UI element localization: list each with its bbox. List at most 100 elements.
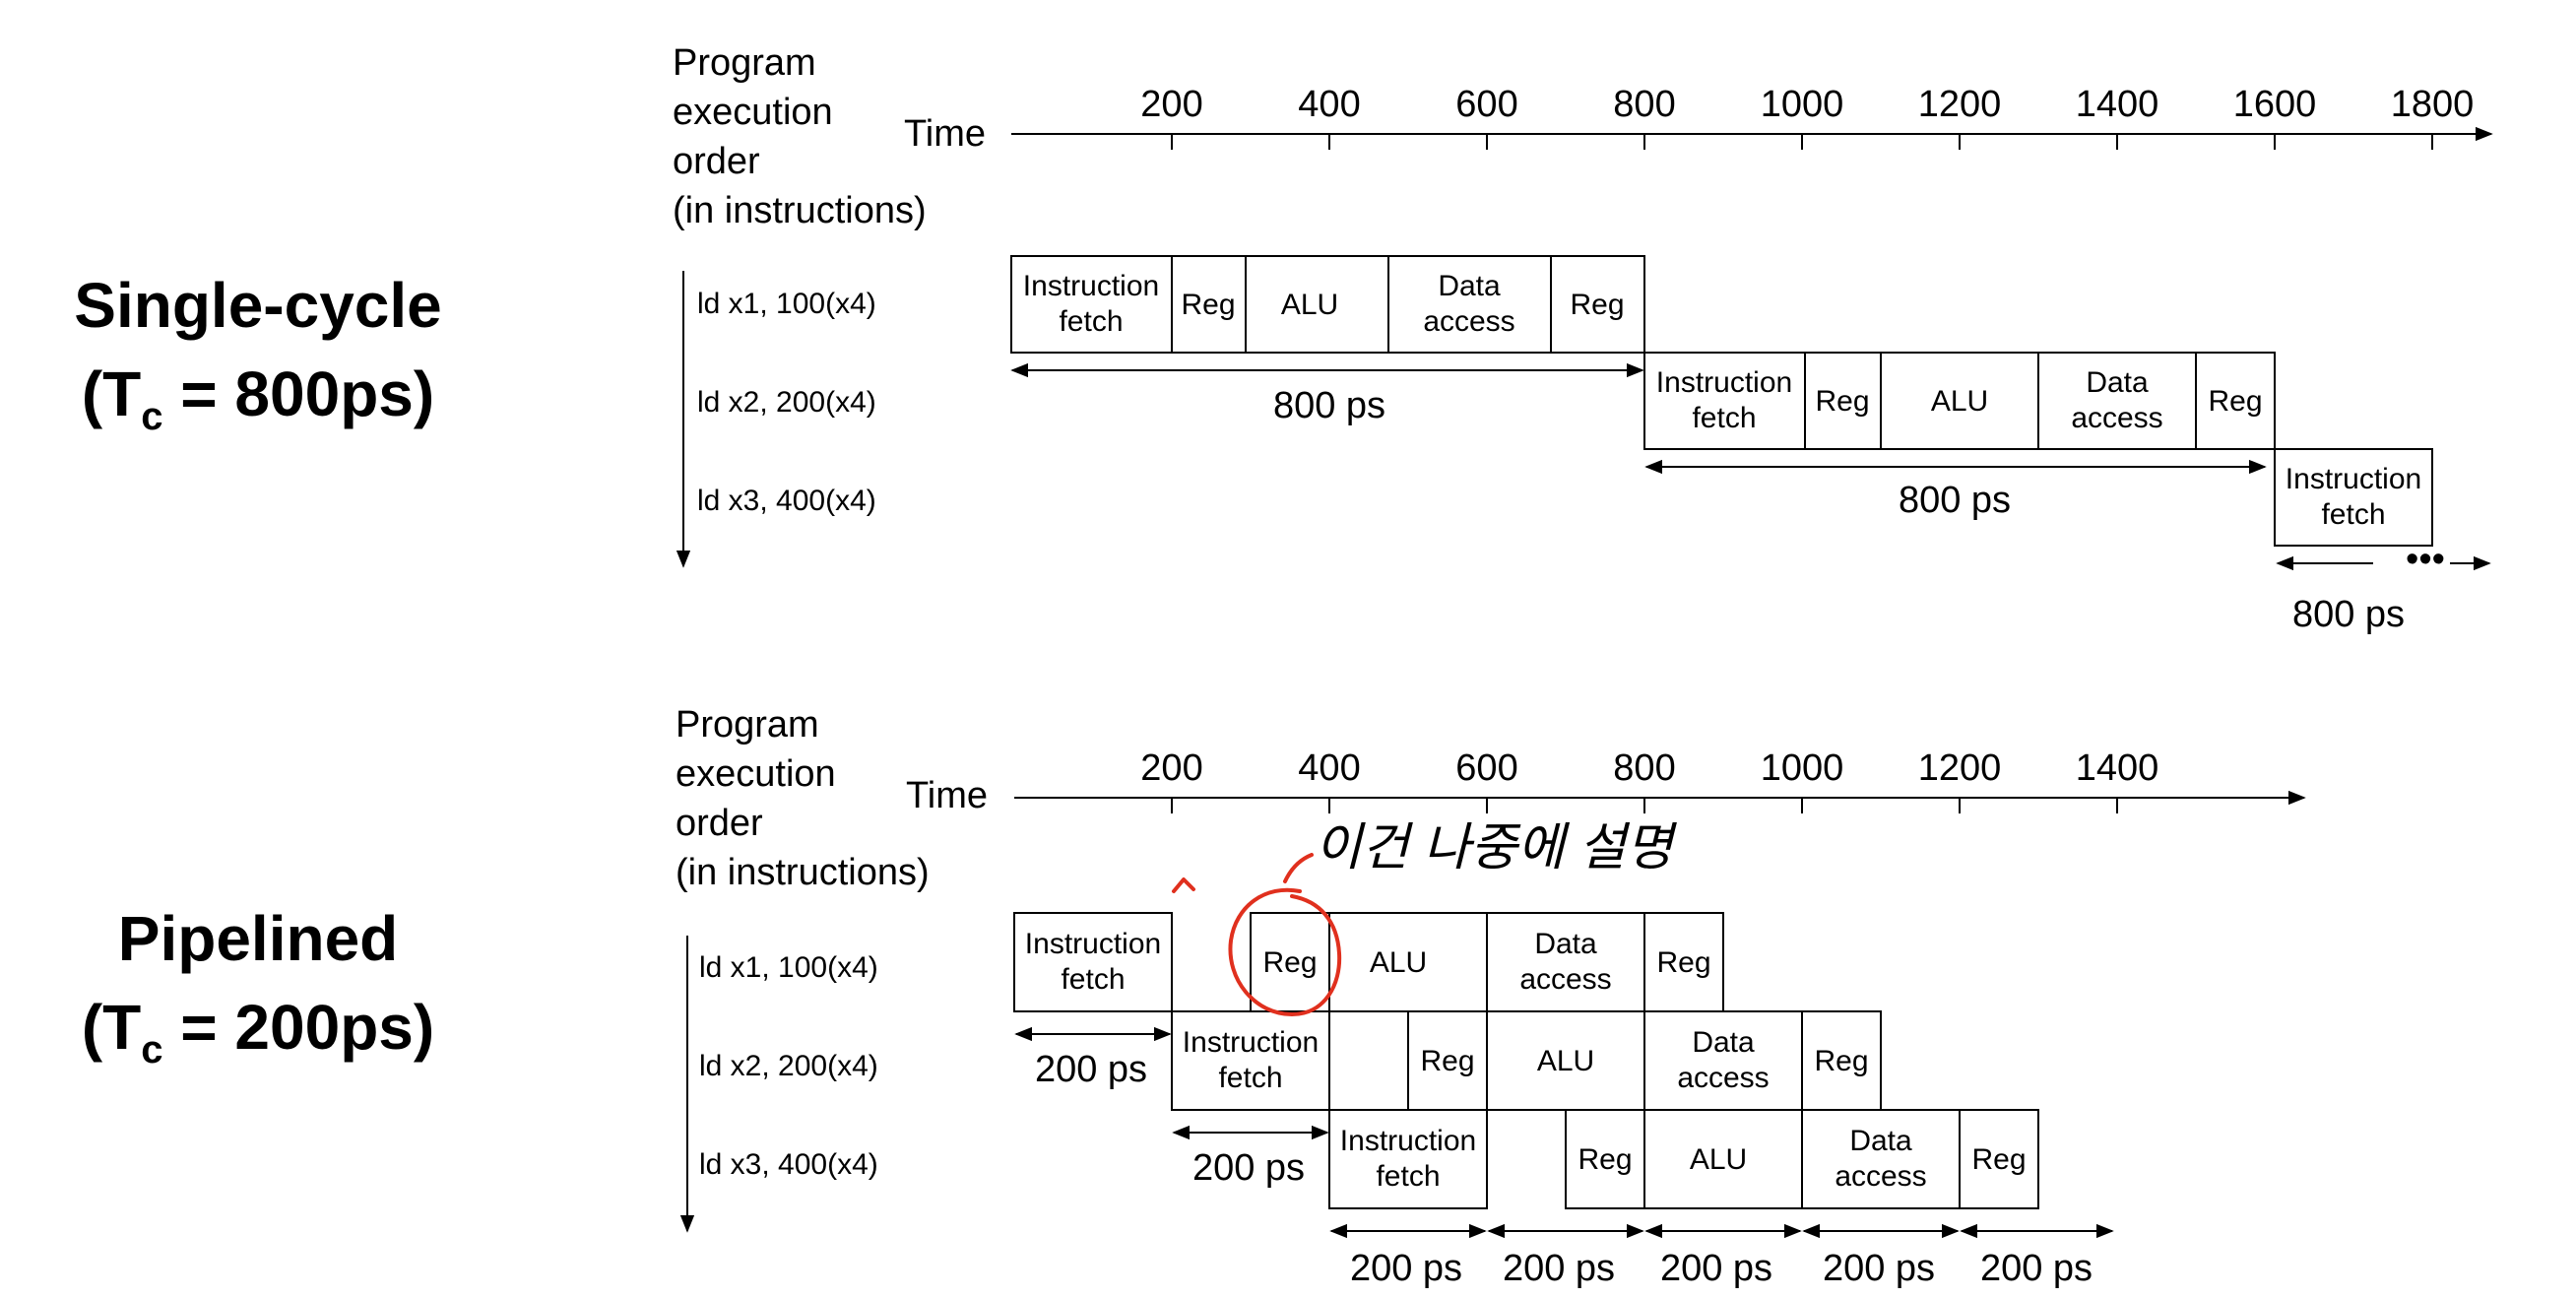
stage-reg bbox=[1171, 255, 1247, 354]
tick-label: 600 bbox=[1455, 84, 1517, 125]
stage-data-access bbox=[2037, 352, 2197, 450]
stage-label: Instruction bbox=[1183, 1026, 1319, 1059]
single-cycle-instruction-1: Instruction fetch Reg ALU Data access Re… bbox=[1010, 255, 1645, 354]
stage-label: Reg bbox=[1181, 289, 1235, 321]
pipelined-instruction-1: Instruction fetch Reg ALU Data access Re… bbox=[1013, 912, 1724, 1012]
single-cycle-instruction-2: Instruction fetch Reg ALU Data access Re… bbox=[1643, 352, 2276, 450]
single-cycle-title: Single-cycle bbox=[74, 270, 442, 341]
stage-label: Reg bbox=[1971, 1143, 2026, 1176]
single-cycle-instruction-3: Instruction fetch bbox=[2274, 448, 2433, 547]
instruction-label: ld x1, 100(x4) bbox=[697, 288, 876, 320]
duration-label: 800 ps bbox=[1273, 385, 1385, 426]
stage-label: ALU bbox=[1931, 385, 1988, 418]
stage-instruction-fetch bbox=[1010, 255, 1173, 354]
pipelined-instruction-2: Instruction fetch Reg ALU Data access Re… bbox=[1171, 1010, 1882, 1111]
tick-label: 1200 bbox=[1918, 84, 2002, 125]
pipelined-title: Pipelined bbox=[118, 903, 399, 974]
stage-reg bbox=[1565, 1109, 1645, 1209]
duration-label: 200 ps bbox=[1350, 1248, 1462, 1289]
stage-reg bbox=[1550, 255, 1645, 354]
tick-label: 1000 bbox=[1761, 84, 1844, 125]
stage-instruction-fetch bbox=[2274, 448, 2433, 547]
stage-label: access bbox=[2071, 402, 2162, 434]
tick-label: 1400 bbox=[2076, 747, 2159, 789]
time-ticks bbox=[1171, 798, 2118, 813]
annotation-hook bbox=[1283, 853, 1314, 883]
duration-label: 200 ps bbox=[1823, 1248, 1935, 1289]
stage-label: Instruction bbox=[1025, 928, 1161, 960]
annotation-tick-mark bbox=[1172, 877, 1195, 893]
order-header-line: order bbox=[673, 141, 760, 182]
order-header-line: (in instructions) bbox=[676, 852, 930, 893]
order-header-line: (in instructions) bbox=[673, 190, 927, 231]
stage-instruction-fetch bbox=[1013, 912, 1173, 1012]
instruction-label: ld x2, 200(x4) bbox=[699, 1050, 878, 1082]
stage-label: Instruction bbox=[2286, 463, 2421, 495]
duration-label: 200 ps bbox=[1503, 1248, 1615, 1289]
stage-label: Data bbox=[1849, 1125, 1912, 1157]
tick-label: 200 bbox=[1140, 747, 1202, 789]
stage-instruction-fetch bbox=[1328, 1109, 1488, 1209]
stage-reg bbox=[1804, 352, 1882, 450]
stage-label: Data bbox=[1692, 1026, 1755, 1059]
stage-label: ALU bbox=[1690, 1143, 1747, 1176]
stage-label: Reg bbox=[1420, 1045, 1474, 1077]
tick-label: 1800 bbox=[2391, 84, 2475, 125]
stage-instruction-fetch bbox=[1171, 1010, 1330, 1111]
stage-label: Reg bbox=[2208, 385, 2262, 418]
stage-label: Reg bbox=[1656, 946, 1710, 979]
stage-label: access bbox=[1677, 1062, 1769, 1094]
stage-label: Reg bbox=[1570, 289, 1624, 321]
stage-reg bbox=[1250, 912, 1330, 1012]
stage-label: access bbox=[1423, 305, 1514, 338]
stage-label: fetch bbox=[1692, 402, 1756, 434]
instruction-label: ld x3, 400(x4) bbox=[699, 1148, 878, 1181]
stage-alu bbox=[1328, 912, 1488, 1012]
single-cycle-diagram: Program execution order (in instructions… bbox=[673, 42, 2493, 635]
duration-label: 200 ps bbox=[1660, 1248, 1772, 1289]
order-header-line: order bbox=[676, 803, 763, 844]
instruction-label: ld x1, 100(x4) bbox=[699, 951, 878, 984]
tick-label: 800 bbox=[1613, 747, 1675, 789]
tick-label: 1000 bbox=[1761, 747, 1844, 789]
duration-label: 800 ps bbox=[1899, 480, 2011, 521]
stage-label: Instruction bbox=[1340, 1125, 1476, 1157]
stage-data-access bbox=[1801, 1109, 1961, 1209]
stage-label: ALU bbox=[1281, 289, 1338, 321]
ellipsis: ••• bbox=[2406, 539, 2445, 580]
order-header-line: Program bbox=[676, 704, 819, 746]
stage-reg bbox=[1801, 1010, 1882, 1111]
stage-label: Reg bbox=[1578, 1143, 1632, 1176]
stage-label: Data bbox=[2086, 366, 2149, 399]
stage-label: Data bbox=[1438, 270, 1501, 302]
tick-label: 1600 bbox=[2233, 84, 2317, 125]
stage-reg bbox=[1643, 912, 1724, 1012]
pipelined-diagram: Program execution order (in instructions… bbox=[676, 704, 2306, 1289]
stage-alu bbox=[1486, 1010, 1645, 1111]
order-header-line: execution bbox=[676, 753, 836, 795]
single-cycle-clock-period: (Tc = 800ps) bbox=[82, 358, 434, 438]
time-ticks bbox=[1171, 134, 2433, 150]
instruction-label: ld x2, 200(x4) bbox=[697, 386, 876, 419]
duration-label: 800 ps bbox=[2292, 594, 2405, 635]
stage-label: Instruction bbox=[1023, 270, 1159, 302]
instruction-label: ld x3, 400(x4) bbox=[697, 485, 876, 517]
tick-label: 600 bbox=[1455, 747, 1517, 789]
duration-label: 200 ps bbox=[1035, 1049, 1147, 1090]
stage-reg bbox=[2195, 352, 2276, 450]
stage-label: access bbox=[1835, 1160, 1926, 1193]
stage-label: fetch bbox=[1218, 1062, 1282, 1094]
annotation-circle bbox=[1228, 887, 1342, 1016]
tick-label: 800 bbox=[1613, 84, 1675, 125]
tick-label: 400 bbox=[1298, 747, 1360, 789]
duration-label: 200 ps bbox=[1980, 1248, 2093, 1289]
stage-label: Reg bbox=[1815, 385, 1869, 418]
stage-label: Reg bbox=[1262, 946, 1317, 979]
pipelined-clock-period: (Tc = 200ps) bbox=[82, 992, 434, 1071]
stage-instruction-fetch bbox=[1643, 352, 1806, 450]
annotation-note: 이건 나중에 설명 bbox=[1315, 819, 1678, 876]
tick-label: 200 bbox=[1140, 84, 1202, 125]
stage-label: access bbox=[1519, 963, 1611, 996]
order-header-line: execution bbox=[673, 92, 833, 133]
